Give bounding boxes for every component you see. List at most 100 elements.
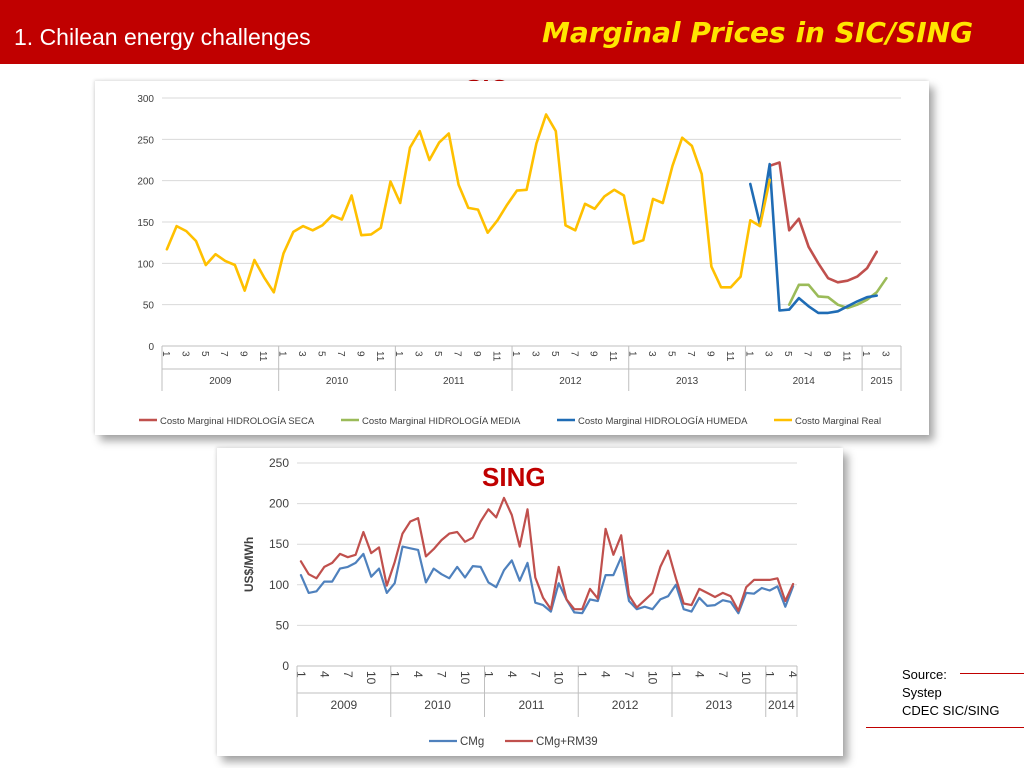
y-tick-label: 50 <box>276 618 290 632</box>
x-tick-label: 3 <box>413 351 424 357</box>
x-tick-label: 3 <box>763 351 774 357</box>
x-tick-label: 7 <box>802 351 813 357</box>
x-tick-label: 1 <box>160 351 171 357</box>
header-bar <box>0 0 1024 64</box>
x-tick-label: 11 <box>374 351 385 362</box>
year-label: 2014 <box>768 698 795 712</box>
year-label: 2011 <box>518 698 544 712</box>
year-label: 2013 <box>676 376 699 387</box>
y-tick-label: 200 <box>269 497 289 511</box>
x-tick-label: 1 <box>294 671 308 678</box>
x-tick-label: 7 <box>528 671 542 678</box>
year-label: 2009 <box>331 698 358 712</box>
y-tick-label: 150 <box>137 218 154 229</box>
x-tick-label: 1 <box>481 671 495 678</box>
x-tick-label: 4 <box>505 671 519 678</box>
sing-chart-panel: 0 50 100 150 200 250 1 4 7 10 1 4 7 10 1 4 7 10 1 4 7 10 1 4 7 10… <box>217 448 843 756</box>
legend-label: CMg+RM39 <box>536 736 598 748</box>
y-tick-label: 0 <box>282 659 289 673</box>
x-tick-label: 1 <box>763 671 777 678</box>
legend-label: Costo Marginal HIDROLOGÍA HUMEDA <box>578 416 748 427</box>
year-label: 2010 <box>424 698 451 712</box>
x-tick-label: 1 <box>627 351 638 357</box>
x-tick-label: 11 <box>257 351 268 362</box>
x-tick-label: 1 <box>510 351 521 357</box>
year-label: 2012 <box>559 376 582 387</box>
y-tick-label: 200 <box>137 177 154 188</box>
legend-label: CMg <box>460 736 484 748</box>
x-tick-label: 3 <box>879 351 890 357</box>
x-tick-label: 1 <box>743 351 754 357</box>
x-tick-label: 11 <box>841 351 852 362</box>
x-tick-label: 3 <box>646 351 657 357</box>
year-label: 2013 <box>706 698 733 712</box>
series-line <box>768 161 879 284</box>
x-tick-label: 9 <box>471 351 482 357</box>
legend-label: Costo Marginal HIDROLOGÍA MEDIA <box>362 416 521 427</box>
source-divider-bottom <box>866 727 1024 728</box>
x-tick-label: 9 <box>588 351 599 357</box>
y-tick-label: 0 <box>148 342 154 353</box>
x-tick-label: 4 <box>411 671 425 678</box>
x-tick-label: 7 <box>685 351 696 357</box>
y-tick-label: 150 <box>269 537 289 551</box>
sing-chart: 0 50 100 150 200 250 1 4 7 10 1 4 7 10 1 4 7 10 1 4 7 10 1 4 7 10… <box>242 456 800 748</box>
legend-label: Costo Marginal HIDROLOGÍA SECA <box>160 416 315 427</box>
x-tick-label: 10 <box>645 671 659 685</box>
x-tick-label: 1 <box>575 671 589 678</box>
year-label: 2015 <box>870 376 893 387</box>
x-tick-label: 1 <box>669 671 683 678</box>
x-tick-label: 1 <box>393 351 404 357</box>
x-tick-label: 4 <box>599 671 613 678</box>
x-tick-label: 5 <box>665 351 676 357</box>
source-note: Source: Systep CDEC SIC/SING <box>902 666 1000 720</box>
section-title: 1. Chilean energy challenges <box>14 24 311 50</box>
x-tick-label: 7 <box>716 671 730 678</box>
x-tick-label: 10 <box>364 671 378 685</box>
x-tick-label: 7 <box>341 671 355 678</box>
x-tick-label: 4 <box>317 671 331 678</box>
x-tick-label: 5 <box>315 351 326 357</box>
series-line <box>165 113 772 294</box>
x-tick-label: 9 <box>821 351 832 357</box>
year-label: 2012 <box>612 698 639 712</box>
sic-chart-panel: 0 50 100 150 200 250 300 1 3 5 7 9 11 1 3 5 7 9 11 1 3 5 7 9 11 1… <box>95 81 929 435</box>
x-tick-label: 11 <box>607 351 618 362</box>
x-tick-label: 10 <box>739 671 753 685</box>
x-tick-label: 7 <box>218 351 229 357</box>
source-divider-top <box>960 673 1024 674</box>
x-tick-label: 10 <box>552 671 566 685</box>
x-tick-label: 5 <box>782 351 793 357</box>
x-tick-label: 7 <box>622 671 636 678</box>
series-line <box>299 496 795 612</box>
x-tick-label: 9 <box>704 351 715 357</box>
x-tick-label: 5 <box>549 351 560 357</box>
series-line <box>748 162 879 315</box>
x-tick-label: 5 <box>432 351 443 357</box>
x-tick-label: 3 <box>529 351 540 357</box>
source-line: CDEC SIC/SING <box>902 703 1000 718</box>
year-label: 2009 <box>209 376 232 387</box>
x-tick-label: 11 <box>490 351 501 362</box>
y-tick-label: 250 <box>137 135 154 146</box>
x-tick-label: 9 <box>238 351 249 357</box>
source-line: Source: <box>902 667 947 682</box>
source-line: Systep <box>902 685 942 700</box>
year-label: 2010 <box>326 376 349 387</box>
x-tick-label: 11 <box>724 351 735 362</box>
y-axis-title: US$/MWh <box>242 537 256 592</box>
x-tick-label: 4 <box>786 671 800 678</box>
legend-label: Costo Marginal Real <box>795 416 881 427</box>
y-tick-label: 100 <box>137 259 154 270</box>
x-tick-label: 9 <box>354 351 365 357</box>
x-tick-label: 5 <box>199 351 210 357</box>
x-tick-label: 4 <box>692 671 706 678</box>
x-tick-label: 3 <box>296 351 307 357</box>
year-label: 2011 <box>443 376 465 387</box>
y-tick-label: 50 <box>143 301 155 312</box>
x-tick-label: 3 <box>179 351 190 357</box>
x-tick-label: 1 <box>277 351 288 357</box>
y-tick-label: 300 <box>137 94 154 105</box>
y-tick-label: 100 <box>269 578 289 592</box>
